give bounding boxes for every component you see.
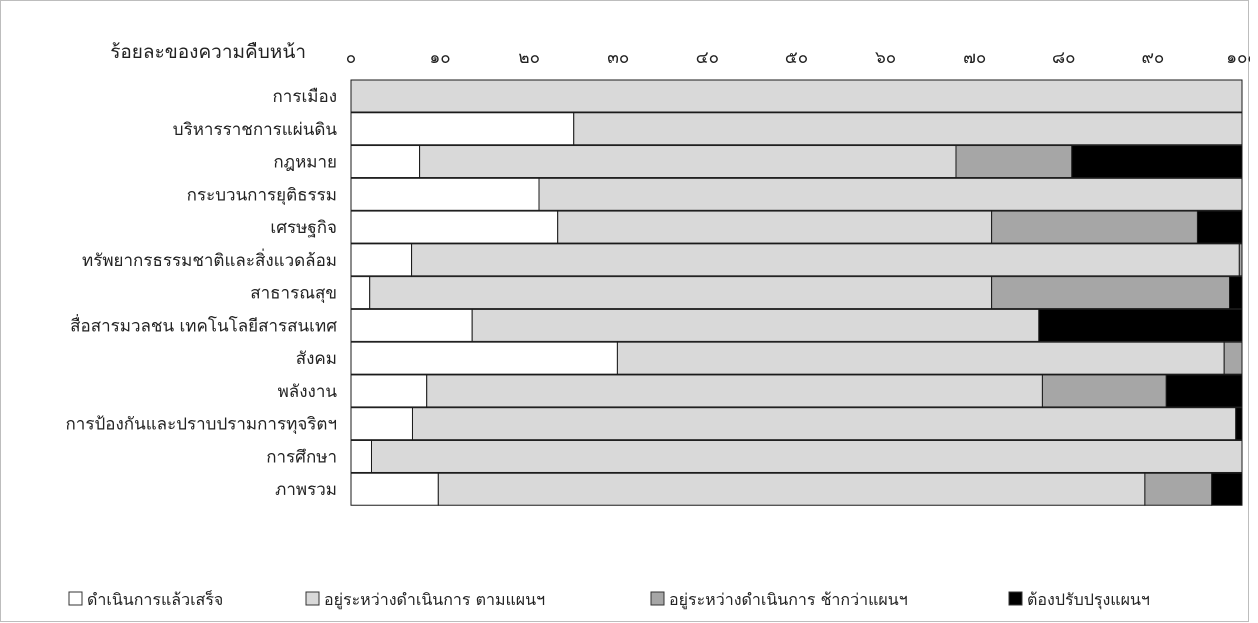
legend-label: อยู่ระหว่างดำเนินการ ตามแผนฯ [324,590,545,610]
bar-segment [1041,374,1167,408]
bar-segment [370,439,1243,473]
bar-segment [350,374,428,408]
bar-segment [538,177,1243,211]
category-label: กฎหมาย [273,153,337,173]
bar-segment [350,177,540,211]
category-label: ภาพรวม [275,480,337,500]
x-tick-label: ๗๐ [963,48,986,68]
category-label: บริหารราชการแผ่นดิน [173,120,338,140]
bar-segment [955,145,1073,179]
category-label: การเมือง [273,87,338,107]
bar-segment [350,112,575,146]
bar-segment [350,472,439,506]
category-label: เศรษฐกิจ [270,218,337,238]
bar-segment [350,243,413,277]
bar-segment [350,210,559,244]
bar-segment [350,407,413,441]
x-tick-label: ๕๐ [785,48,808,68]
bar-segment [426,374,1043,408]
bar-segment [411,243,1240,277]
bar-segment [573,112,1243,146]
bar-segment [350,439,372,473]
x-tick-label: ๑๐ [430,48,451,68]
legend-swatch [1008,591,1023,606]
category-label: สังคม [296,349,337,369]
bar-segment [411,407,1237,441]
bar-segment [1144,472,1213,506]
bar-segment [1211,472,1243,506]
bar-segment [557,210,993,244]
legend-swatch [68,591,83,606]
bar-segment [991,276,1231,310]
category-label: พลังงาน [278,382,338,402]
legend-swatch [650,591,665,606]
bar-segment [1223,341,1243,375]
category-label: กระบวนการยุติธรรม [187,185,337,205]
category-label: การป้องกันและปราบปรามการทุจริตฯ [66,415,337,435]
bar-segment [1235,407,1243,441]
x-tick-label: ๓๐ [607,48,629,68]
x-tick-label: ๘๐ [1052,48,1076,68]
x-tick-label: ๖๐ [875,48,896,68]
bar-segment [471,308,1040,342]
x-tick-label: ๙๐ [1141,48,1164,68]
bar-segment [350,79,1243,113]
x-tick-label: ๔๐ [696,48,719,68]
bar-segment [350,308,473,342]
legend-label: ดำเนินการแล้วเสร็จ [87,589,223,609]
category-label: ทรัพยากรธรรมชาติและสิ่งแวดล้อม [82,248,337,271]
bar-segment [1165,374,1243,408]
bar-segment [1071,145,1243,179]
bar-segment [1196,210,1243,244]
category-label: สาธารณสุข [250,284,337,304]
category-label: การศึกษา [266,447,337,467]
legend-label: ต้องปรับปรุงแผนฯ [1027,590,1150,610]
bar-segment [419,145,957,179]
bar-segment [1238,243,1243,277]
bar-segment [350,145,421,179]
bar-segment [350,341,618,375]
bar-segment [437,472,1146,506]
legend-swatch [305,591,320,606]
bar-segment [369,276,993,310]
bar-segment [1229,276,1243,310]
x-tick-label: ๐ [346,48,356,68]
chart-title: ร้อยละของความคืบหน้า [110,41,306,63]
x-tick-label: ๑๐๐ [1226,48,1250,68]
bar-segment [616,341,1225,375]
legend-label: อยู่ระหว่างดำเนินการ ช้ากว่าแผนฯ [669,590,908,610]
category-label: สื่อสารมวลชน เทคโนโลยีสารสนเทศ [70,313,337,336]
bar-segment [991,210,1198,244]
bar-segment [1038,308,1243,342]
x-tick-label: ๒๐ [518,48,540,68]
bar-segment [350,276,371,310]
